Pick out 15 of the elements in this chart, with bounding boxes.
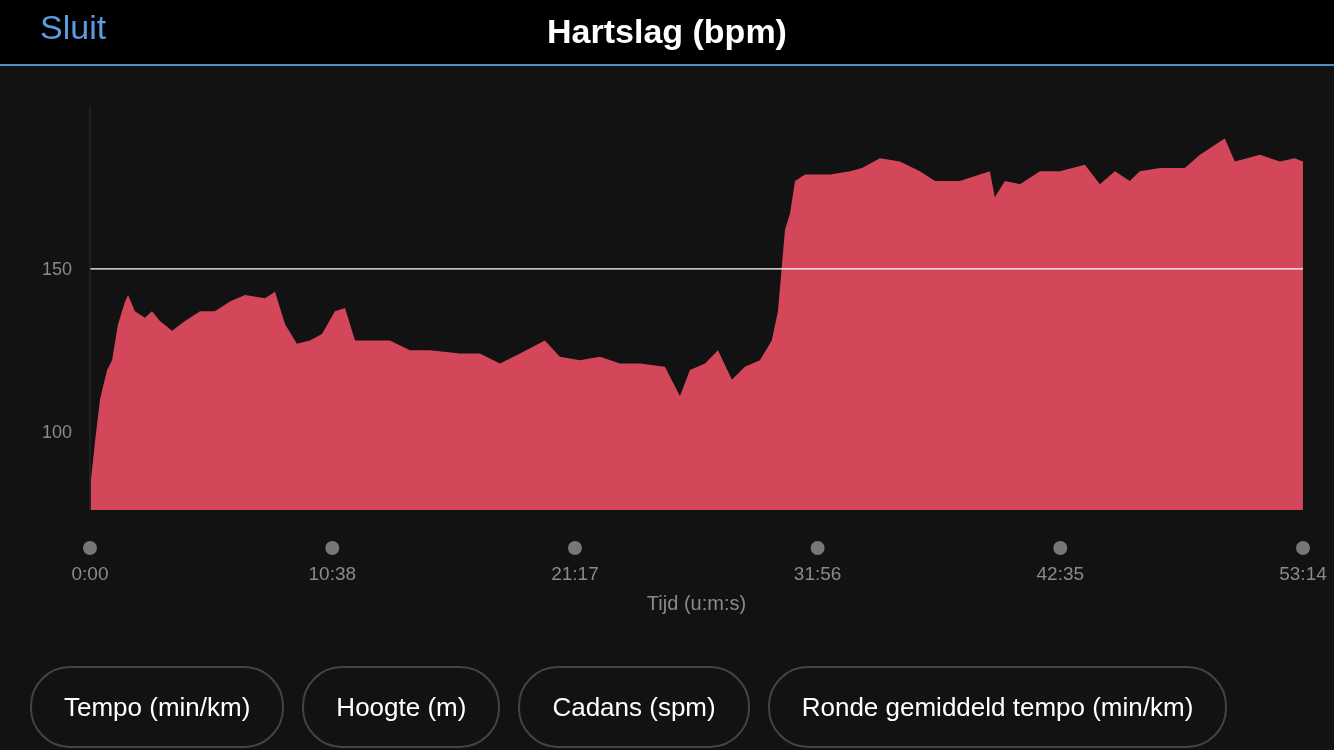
y-tick-label: 150 xyxy=(42,258,73,279)
x-tick-label: 10:38 xyxy=(308,563,357,584)
chart-title: Hartslag (bpm) xyxy=(547,12,787,50)
y-tick-label: 100 xyxy=(42,421,73,442)
text: Hoogte (m) xyxy=(302,666,501,748)
text: Tempo (min/km) xyxy=(30,666,285,748)
x-tick-label: 53:14 xyxy=(1279,563,1328,584)
text: Cadans (spm) xyxy=(518,666,750,748)
x-tick-label: 31:56 xyxy=(793,563,842,584)
x-tick-label: 0:00 xyxy=(71,563,109,584)
text: Sluit xyxy=(40,8,107,47)
x-tick-label: 21:17 xyxy=(551,563,599,584)
x-axis-title: Tijd (u:m:s) xyxy=(646,592,747,615)
x-tick-label: 42:35 xyxy=(1036,563,1085,584)
text: Ronde gemiddeld tempo (min/km) xyxy=(767,666,1228,748)
